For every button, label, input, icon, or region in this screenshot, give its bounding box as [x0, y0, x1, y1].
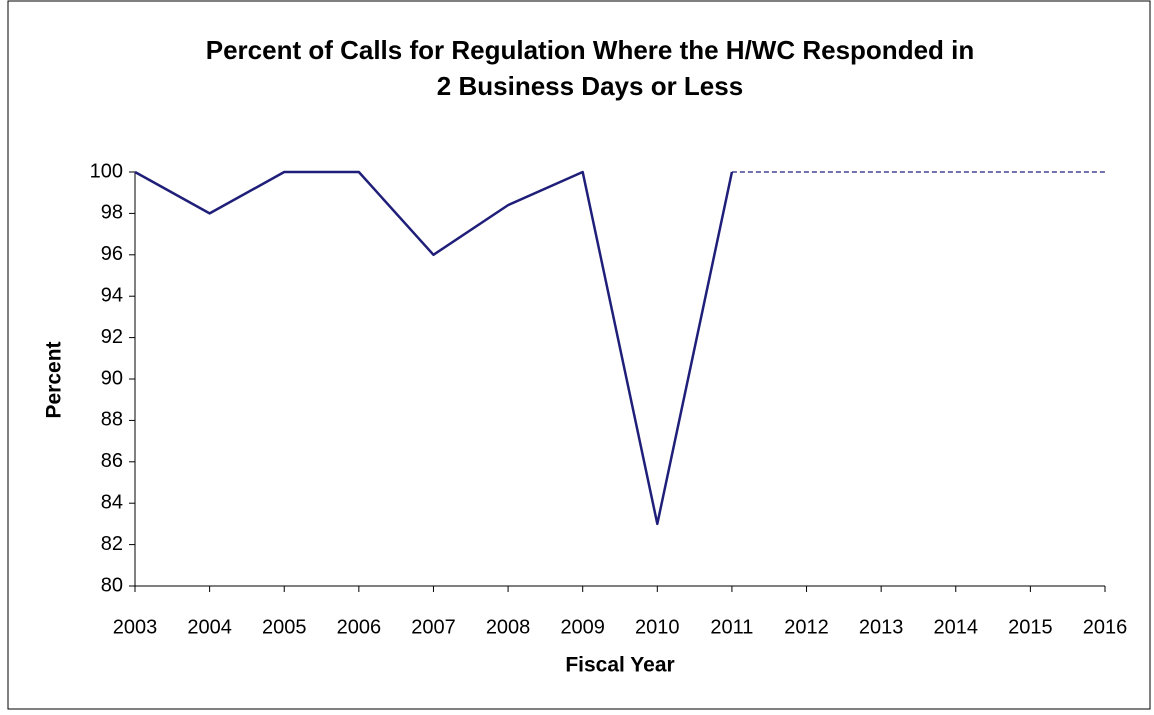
x-tick-label: 2009 [560, 616, 605, 638]
y-tick-label: 96 [101, 243, 123, 265]
y-axis-label: Percent [43, 341, 66, 418]
x-tick-label: 2012 [784, 616, 829, 638]
chart-border [7, 0, 1151, 710]
x-tick-label: 2015 [1008, 616, 1053, 638]
x-tick-label: 2011 [710, 616, 753, 638]
x-tick-label: 2003 [113, 616, 158, 638]
y-tick-label: 94 [101, 284, 123, 306]
x-tick-label: 2016 [1083, 616, 1128, 638]
x-tick-label: 2010 [635, 616, 680, 638]
x-tick-label: 2008 [486, 616, 531, 638]
x-tick-label: 2007 [411, 616, 456, 638]
y-tick-label: 92 [101, 326, 123, 348]
x-tick-label: 2014 [934, 616, 979, 638]
y-tick-label: 88 [101, 409, 123, 431]
x-tick-label: 2006 [337, 616, 382, 638]
chart-title: 2 Business Days or Less [437, 71, 743, 101]
y-tick-label: 84 [101, 491, 123, 513]
y-tick-label: 82 [101, 533, 123, 555]
x-axis-label: Fiscal Year [565, 654, 674, 677]
y-tick-label: 90 [101, 367, 123, 389]
x-tick-label: 2013 [859, 616, 904, 638]
x-tick-label: 2004 [187, 616, 232, 638]
y-tick-label: 98 [101, 202, 123, 224]
y-tick-label: 100 [90, 160, 123, 182]
data-line [134, 170, 734, 526]
y-tick-label: 86 [101, 450, 123, 472]
chart-title: Percent of Calls for Regulation Where th… [206, 35, 975, 65]
x-tick-label: 2005 [262, 616, 307, 638]
y-tick-label: 80 [101, 574, 123, 596]
